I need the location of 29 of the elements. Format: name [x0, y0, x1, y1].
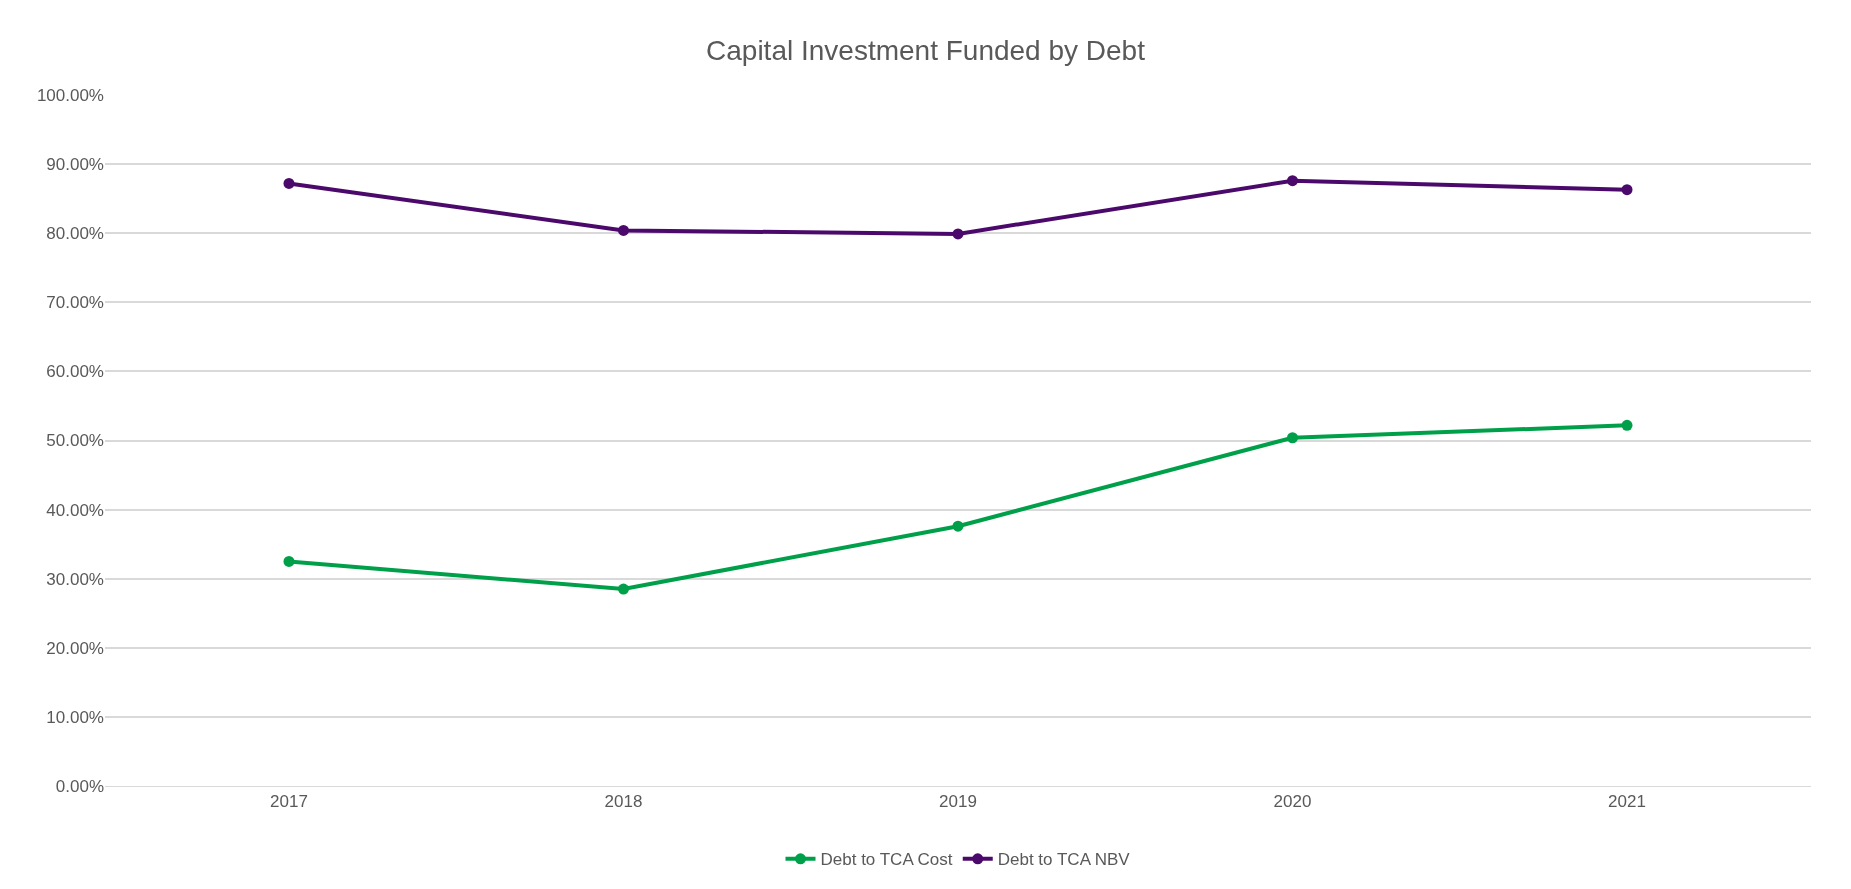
point	[952, 228, 964, 240]
y-tick-label: 10.00%	[46, 707, 104, 727]
y-tick-label: 60.00%	[46, 362, 104, 382]
x-tick-label: 2017	[270, 792, 308, 812]
point	[283, 177, 295, 189]
y-tick-label: 30.00%	[46, 569, 104, 589]
x-tick-label: 2018	[604, 792, 643, 812]
point	[1621, 184, 1633, 196]
y-tick-label: 100.00%	[36, 85, 104, 105]
y-tick-label: 40.00%	[46, 500, 104, 520]
point	[952, 520, 964, 532]
y-tick-label: 80.00%	[46, 224, 104, 244]
point	[1621, 419, 1633, 431]
y-tick-label: 0.00%	[55, 776, 104, 796]
chart-title: Capital Investment Funded by Debt	[706, 34, 1146, 66]
point	[283, 555, 295, 567]
legend-label: Debt to TCA NBV	[997, 850, 1131, 870]
y-tick-label: 70.00%	[46, 293, 104, 313]
point	[617, 583, 629, 595]
legend-label: Debt to TCA Cost	[820, 850, 953, 870]
point	[617, 224, 629, 236]
y-tick-label: 90.00%	[46, 155, 104, 175]
point	[1287, 175, 1299, 187]
point	[1287, 432, 1299, 444]
x-tick-label: 2020	[1273, 792, 1312, 812]
y-tick-label: 50.00%	[46, 431, 104, 451]
y-tick-label: 20.00%	[46, 638, 104, 658]
x-tick-label: 2021	[1608, 792, 1646, 812]
x-tick-label: 2019	[939, 792, 977, 812]
